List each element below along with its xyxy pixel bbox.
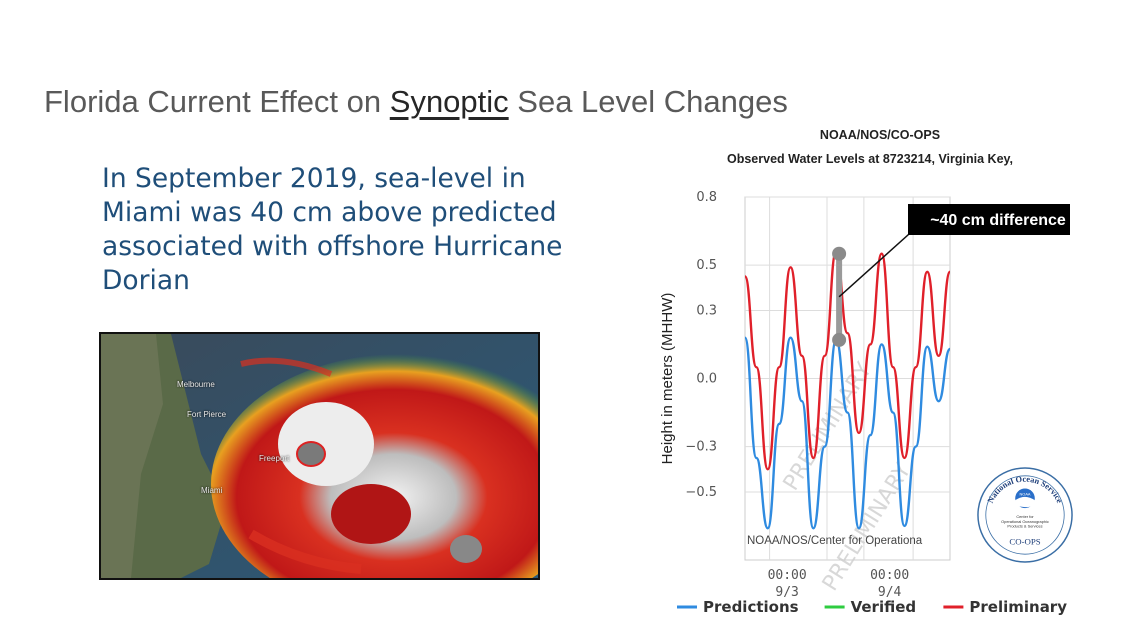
logo-sub-text: Operational Oceanographic xyxy=(1001,519,1049,524)
annotation-bottom-marker xyxy=(832,332,847,347)
noaa-nos-logo: National Ocean Service NOAA Center for O… xyxy=(977,467,1073,563)
logo-sub-text: Center for xyxy=(1016,514,1034,519)
annotation-top-marker xyxy=(832,246,847,261)
chart-footer-text: NOAA/NOS/Center for Operationa xyxy=(747,535,923,547)
x-tick-label-date: 9/3 xyxy=(775,585,798,600)
body-line: Dorian xyxy=(102,265,190,296)
y-axis-label: Height in meters (MHHW) xyxy=(659,293,676,465)
satellite-label: Fort Pierce xyxy=(187,410,227,419)
chart-svg: 0.8 0.5 0.3 0.0 −0.3 −0.5 Height in meters (MH… xyxy=(659,190,1070,616)
y-tick-label: 0.3 xyxy=(696,303,717,318)
body-line: associated with offshore Hurricane xyxy=(102,231,563,262)
water-level-chart: NOAA/NOS/CO-OPS Observed Water Levels at… xyxy=(650,120,1070,640)
legend-label-verified: Verified xyxy=(851,598,917,616)
satellite-label: Melbourne xyxy=(177,380,215,389)
chart-title-line2: Observed Water Levels at 8723214, Virgin… xyxy=(726,152,1014,166)
series-line-predictions xyxy=(743,336,952,530)
legend-label-predictions: Predictions xyxy=(703,598,799,616)
title-prefix: Florida Current Effect on xyxy=(44,84,390,119)
logo-bottom-text: CO-OPS xyxy=(1009,536,1040,546)
logo-sub-text: Products & Services xyxy=(1007,524,1042,529)
satellite-label: Miami xyxy=(201,486,223,495)
x-tick-label-time: 00:00 xyxy=(870,568,909,583)
y-tick-label: 0.5 xyxy=(696,258,717,273)
x-tick-label-date: 9/4 xyxy=(878,585,902,600)
y-tick-label: 0.0 xyxy=(696,372,717,387)
chart-title-line1: NOAA/NOS/CO-OPS xyxy=(819,128,941,142)
satellite-image: Melbourne Fort Pierce Freeport Miami xyxy=(99,332,540,580)
series-line-preliminary xyxy=(743,250,952,471)
annotation-leader-line xyxy=(838,225,919,298)
title-underlined-word: Synoptic xyxy=(389,84,509,119)
logo-center-text: NOAA xyxy=(1019,491,1030,496)
y-tick-label: −0.3 xyxy=(685,440,717,455)
y-tick-label: −0.5 xyxy=(685,485,717,500)
hurricane-satellite-graphic xyxy=(101,334,538,578)
annotation-text: ~40 cm difference xyxy=(930,212,1066,229)
x-tick-label-time: 00:00 xyxy=(768,568,807,583)
legend-label-preliminary: Preliminary xyxy=(969,598,1067,616)
body-line: Miami was 40 cm above predicted xyxy=(102,197,557,228)
annotation-box xyxy=(908,204,1070,235)
y-tick-label: 0.8 xyxy=(696,190,717,205)
satellite-label: Freeport xyxy=(259,454,290,463)
body-line: In September 2019, sea-level in xyxy=(102,163,526,194)
title-suffix: Sea Level Changes xyxy=(508,84,788,119)
body-text: In September 2019, sea-level in Miami wa… xyxy=(102,162,572,298)
slide-title: Florida Current Effect on Synoptic Sea L… xyxy=(44,84,788,120)
